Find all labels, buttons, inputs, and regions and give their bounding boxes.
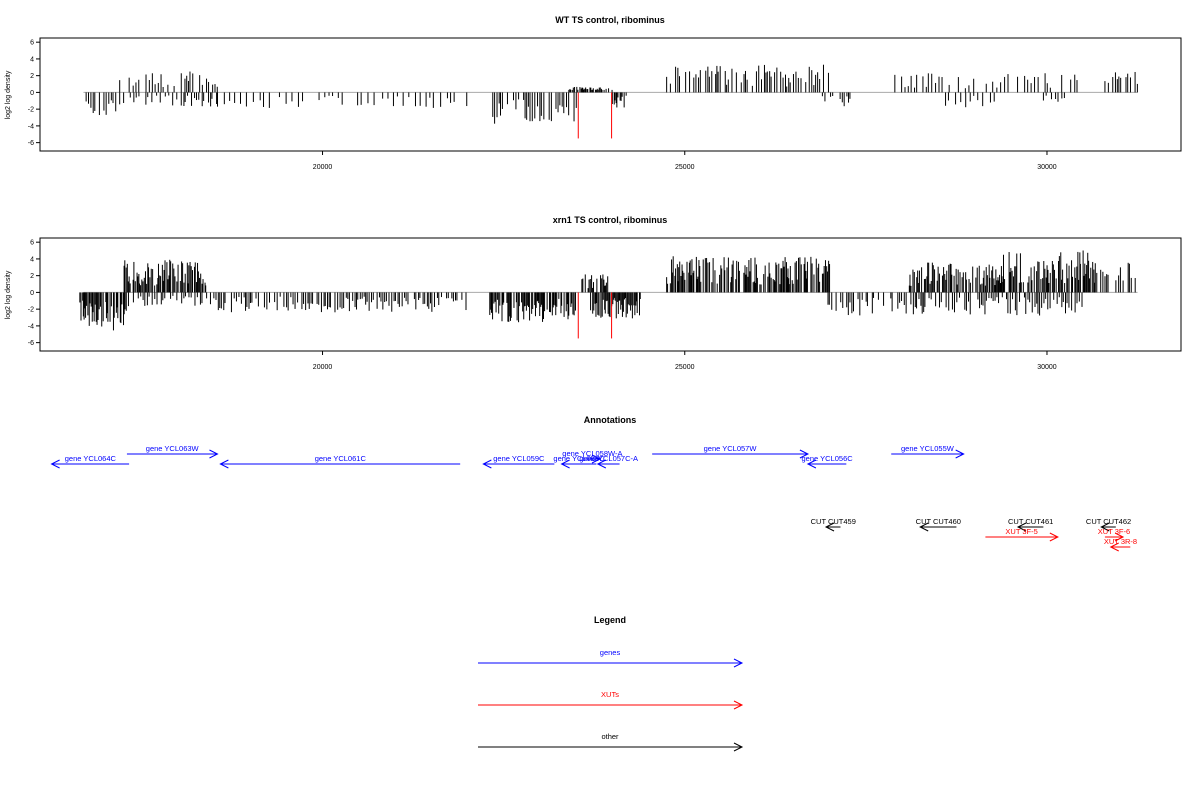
annotation-arrow-head [955,449,965,459]
wt-track-panel: WT TS control, ribominus log2 log densit… [5,15,1182,171]
annotation-label: gene YCL063W [146,444,200,453]
legend-item-label: XUTs [601,690,619,699]
annotation-arrow-head [1100,522,1110,532]
annotation-arrow-head [596,459,607,469]
y-tick-label: 0 [30,90,34,97]
y-tick-label: -4 [28,123,34,130]
x-tick-label: 25000 [675,364,695,371]
y-tick-label: 0 [30,290,34,297]
xrn1-track-frame [39,237,1182,352]
annotation-arrow-head [1016,522,1027,532]
y-tick-label: -6 [28,340,34,347]
y-tick-label: -2 [28,307,34,314]
y-tick-label: 4 [30,256,34,263]
xrn1-track-ylabel: log2 log density [5,270,12,319]
annotation-label: gene YCL055W [901,444,955,453]
annotation-label: CUT CUT459 [811,517,856,526]
annotation-arrow-head [806,459,817,469]
xrn1-track-title: xrn1 TS control, ribominus [553,215,668,225]
annotation-arrow-head [219,459,229,469]
y-tick-label: -2 [28,107,34,114]
annotation-label: gene YCL057W [704,444,758,453]
annotation-arrow-head [1114,532,1125,542]
x-tick-label: 20000 [313,364,333,371]
annotation-arrow-head [560,459,570,469]
annotation-label: CUT CUT461 [1008,517,1053,526]
y-tick-label: 4 [30,56,34,63]
annotation-arrow-head [1109,542,1119,552]
annotation-label: gene YCL061C [315,454,367,463]
annotations-title: Annotations [584,415,637,425]
x-tick-label: 30000 [1037,364,1057,371]
annotation-label: gene YCL058W-A [562,449,622,458]
wt-track-marks: -6 -4 -2 0 2 4 6 20000 25000 30000 [28,40,1138,171]
annotation-label: gene YCL057C-A [579,454,638,463]
annotation-label: CUT CUT462 [1086,517,1131,526]
annotation-label: XUT 3R-8 [1104,537,1137,546]
x-tick-label: 25000 [675,164,695,171]
x-tick-label: 20000 [313,164,333,171]
annotation-label: CUT CUT460 [916,517,961,526]
wt-track-ylabel: log2 log density [5,70,12,119]
wt-track-frame [39,37,1182,152]
annotation-arrow-head [919,522,929,532]
annotation-arrow-head [50,459,60,469]
annotation-arrow-head [799,449,810,459]
y-tick-label: -6 [28,140,34,147]
annotation-arrow-head [209,449,219,459]
annotation-arrow-head [591,454,602,464]
y-tick-label: 6 [30,40,34,47]
annotation-label: gene YCL058C [553,454,605,463]
annotation-arrow-head [824,522,835,532]
legend-panel: Legend genes XUTs other [478,615,744,752]
xrn1-track-panel: xrn1 TS control, ribominus log2 log dens… [5,215,1182,371]
y-tick-label: 2 [30,273,34,280]
annotation-arrow-head [482,459,492,469]
annotation-arrow-head [733,700,744,710]
annotation-label: XUT 3F-6 [1098,527,1130,536]
y-tick-label: -4 [28,323,34,330]
legend-items: genes XUTs other [478,648,744,752]
annotation-arrow-head [733,658,744,668]
y-tick-label: 6 [30,240,34,247]
annotation-arrows: gene YCL064C gene YCL063W gene YCL061C gene… [50,444,1137,552]
annotation-label: XUT 3F-5 [1005,527,1037,536]
annotation-arrow-head [733,742,744,752]
legend-item-label: genes [600,648,621,657]
legend-title: Legend [594,615,626,625]
legend-item-label: other [601,732,619,741]
annotation-label: gene YCL059C [493,454,545,463]
xrn1-track-marks: -6 -4 -2 0 2 4 6 20000 25000 30000 [28,240,1138,371]
y-tick-label: 2 [30,73,34,80]
wt-track-title: WT TS control, ribominus [555,15,665,25]
annotation-arrow-head [1049,532,1059,542]
annotation-label: gene YCL064C [65,454,117,463]
annotation-label: gene YCL056C [802,454,854,463]
x-tick-label: 30000 [1037,164,1057,171]
